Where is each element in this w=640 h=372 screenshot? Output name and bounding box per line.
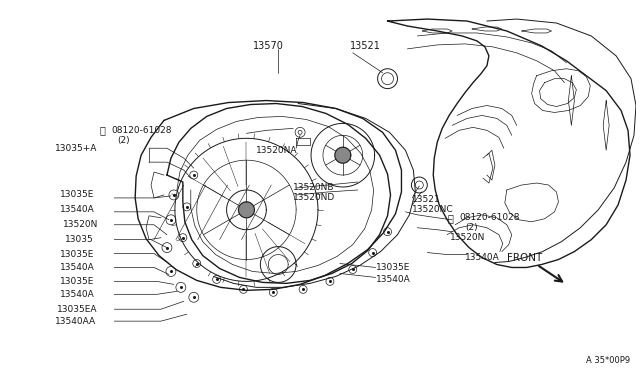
Text: 13035E: 13035E	[60, 250, 94, 259]
Text: 13540A: 13540A	[60, 263, 94, 272]
Text: 13540A: 13540A	[376, 275, 410, 284]
Text: 13521: 13521	[412, 195, 441, 204]
Text: 13035+A: 13035+A	[54, 144, 97, 153]
Text: Ⓑ: Ⓑ	[99, 125, 105, 135]
Text: 13570: 13570	[253, 41, 284, 51]
Text: 08120-61028: 08120-61028	[459, 213, 520, 222]
Text: 13520NC: 13520NC	[412, 205, 454, 214]
Text: 13540AA: 13540AA	[54, 317, 96, 326]
Text: 13540A: 13540A	[60, 290, 94, 299]
Text: (2): (2)	[465, 223, 477, 232]
Text: 13521: 13521	[350, 41, 381, 51]
Text: 13540A: 13540A	[465, 253, 500, 262]
Text: 13520NB: 13520NB	[293, 183, 335, 192]
Text: 13035E: 13035E	[60, 277, 94, 286]
Text: 13520NA: 13520NA	[257, 146, 298, 155]
Text: A 35*00P9: A 35*00P9	[586, 356, 630, 365]
Text: 13035: 13035	[65, 235, 93, 244]
Polygon shape	[239, 202, 254, 218]
Text: 13520N: 13520N	[63, 220, 98, 229]
Text: Ⓑ: Ⓑ	[447, 213, 453, 223]
Text: 13520ND: 13520ND	[293, 193, 335, 202]
Text: FRONT: FRONT	[507, 253, 542, 263]
Text: (2): (2)	[117, 136, 130, 145]
Text: 13035E: 13035E	[376, 263, 410, 272]
Text: 08120-61028: 08120-61028	[111, 126, 172, 135]
Text: 13540A: 13540A	[60, 205, 94, 214]
Text: 13035EA: 13035EA	[57, 305, 97, 314]
Text: 13520N: 13520N	[450, 233, 486, 242]
Polygon shape	[335, 147, 351, 163]
Text: 13035E: 13035E	[60, 190, 94, 199]
